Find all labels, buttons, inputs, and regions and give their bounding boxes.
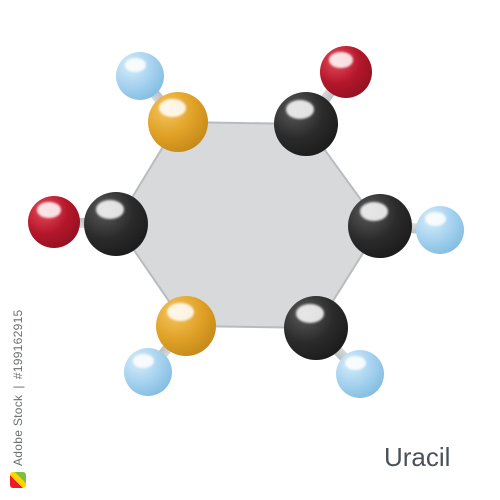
atom-h	[416, 206, 464, 254]
atom-c	[84, 192, 148, 256]
atom-n	[148, 92, 208, 152]
atom-c	[274, 92, 338, 156]
atom-o	[28, 196, 80, 248]
molecule-canvas	[0, 0, 500, 500]
atom-o	[320, 46, 372, 98]
atom-c	[348, 194, 412, 258]
atom-c	[284, 296, 348, 360]
stock-watermark: Adobe Stock | #199162915	[10, 309, 26, 488]
molecule-name-label: Uracil	[384, 442, 450, 473]
atom-h	[124, 348, 172, 396]
atom-n	[156, 296, 216, 356]
atom-h	[116, 52, 164, 100]
watermark-id: #199162915	[11, 309, 25, 379]
adobe-stock-logo-icon	[10, 472, 26, 488]
atom-h	[336, 350, 384, 398]
watermark-text: Adobe Stock	[11, 395, 25, 466]
ring-hexagon	[0, 0, 500, 500]
